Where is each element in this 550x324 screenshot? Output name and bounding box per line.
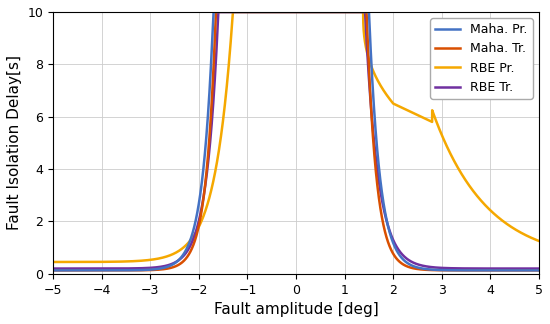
- RBE Tr.: [359, 10, 365, 14]
- RBE Tr.: [536, 267, 542, 271]
- Line: RBE Tr.: RBE Tr.: [53, 12, 539, 269]
- Line: Maha. Tr.: Maha. Tr.: [53, 12, 539, 270]
- Maha. Pr.: [226, 10, 233, 14]
- Maha. Tr.: [436, 268, 443, 272]
- RBE Pr.: [229, 10, 236, 14]
- RBE Pr.: [337, 10, 344, 14]
- Maha. Pr.: [536, 268, 542, 272]
- RBE Pr.: [226, 60, 232, 64]
- Maha. Tr.: [50, 268, 57, 272]
- X-axis label: Fault amplitude [deg]: Fault amplitude [deg]: [214, 302, 378, 317]
- Maha. Tr.: [74, 268, 81, 272]
- RBE Tr.: [215, 10, 222, 14]
- Maha. Pr.: [337, 10, 344, 14]
- Maha. Pr.: [74, 268, 81, 272]
- Line: Maha. Pr.: Maha. Pr.: [53, 12, 539, 270]
- Legend: Maha. Pr., Maha. Tr., RBE Pr., RBE Tr.: Maha. Pr., Maha. Tr., RBE Pr., RBE Tr.: [431, 18, 533, 99]
- Maha. Pr.: [436, 268, 443, 272]
- RBE Tr.: [410, 261, 417, 265]
- Maha. Tr.: [410, 266, 417, 270]
- Maha. Pr.: [359, 10, 365, 14]
- RBE Tr.: [74, 267, 81, 271]
- RBE Tr.: [226, 10, 233, 14]
- RBE Pr.: [50, 260, 57, 264]
- RBE Tr.: [337, 10, 344, 14]
- RBE Pr.: [436, 127, 443, 131]
- Line: RBE Pr.: RBE Pr.: [53, 12, 539, 262]
- Maha. Pr.: [410, 264, 417, 268]
- RBE Pr.: [359, 10, 365, 14]
- Maha. Tr.: [536, 268, 542, 272]
- RBE Tr.: [436, 266, 443, 270]
- Y-axis label: Fault Isolation Delay[s]: Fault Isolation Delay[s]: [7, 55, 22, 230]
- Maha. Tr.: [337, 10, 344, 14]
- Maha. Tr.: [359, 10, 365, 14]
- RBE Tr.: [50, 267, 57, 271]
- Maha. Pr.: [210, 10, 217, 14]
- RBE Pr.: [536, 239, 542, 243]
- RBE Pr.: [74, 260, 81, 264]
- Maha. Tr.: [226, 10, 233, 14]
- RBE Pr.: [410, 111, 417, 115]
- Maha. Pr.: [50, 268, 57, 272]
- Maha. Tr.: [213, 10, 219, 14]
